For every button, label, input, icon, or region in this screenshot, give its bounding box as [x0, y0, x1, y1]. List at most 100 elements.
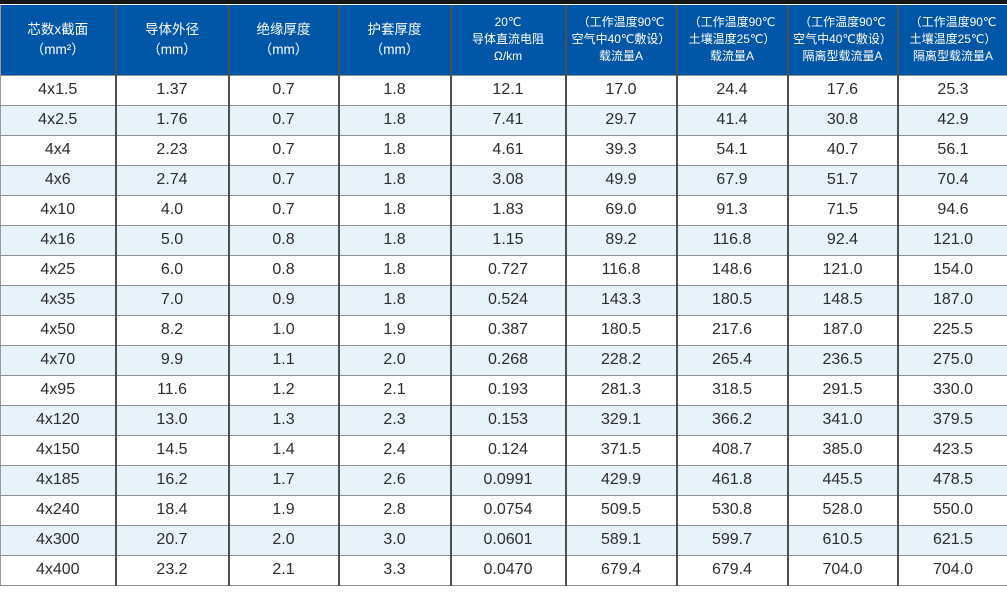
table-row: 4x400 23.2 2.1 3.3 0.0470 679.4 679.4 704.0 704.… — [0, 555, 1007, 585]
top-divider-bar — [0, 0, 1007, 4]
cell-dc-resistance: 0.0470 — [449, 555, 566, 585]
cell-spec: 4x2.5 — [38, 111, 78, 128]
cell-insulation-thickness: 1.4 — [227, 435, 339, 465]
cell-conductor-od: 2.74 — [114, 165, 229, 195]
cell-sheath-thickness: 3.3 — [337, 555, 451, 585]
cell-insulation-thickness: 1.0 — [227, 315, 339, 345]
cell-dc-resistance: 0.153 — [449, 405, 566, 435]
table-row: 4x6 2.74 0.7 1.8 3.08 49.9 67.9 51.7 70.4 — [0, 165, 1007, 195]
cell-sheath-thickness: 2.1 — [337, 375, 451, 405]
cell-conductor-od: 16.2 — [114, 465, 229, 495]
cell-conductor-od: 5.0 — [114, 225, 229, 255]
table-row: 4x2.5 1.76 0.7 1.8 7.41 29.7 41.4 30.8 42.9 — [0, 105, 1007, 135]
cell-isolated-ampacity-air: 528.0 — [786, 495, 898, 525]
cell-sheath-thickness: 2.4 — [337, 435, 451, 465]
cell-dc-resistance: 12.1 — [449, 75, 566, 105]
cell-sheath-thickness: 1.8 — [337, 165, 451, 195]
cell-isolated-ampacity-air: 71.5 — [786, 195, 898, 225]
cell-sheath-thickness: 1.8 — [337, 135, 451, 165]
cell-dc-resistance: 0.193 — [449, 375, 566, 405]
cell-insulation-thickness: 2.1 — [227, 555, 339, 585]
cell-conductor-od: 20.7 — [114, 525, 229, 555]
cell-ampacity-soil: 599.7 — [675, 525, 788, 555]
cell-insulation-thickness: 0.7 — [227, 135, 339, 165]
cell-spec: 4x400 — [35, 561, 80, 578]
cell-isolated-ampacity-soil: 550.0 — [896, 495, 1007, 525]
col-header-spec: 芯数x截面 （mm²） — [0, 5, 116, 75]
cable-spec-table: 芯数x截面 （mm²） 导体外径 （mm） 绝缘厚度 （mm） 护套厚度 （mm） 20℃ 导体直… — [0, 5, 1007, 586]
cell-ampacity-air: 17.0 — [564, 75, 677, 105]
cell-dc-resistance: 0.0601 — [449, 525, 566, 555]
cell-sheath-thickness: 1.8 — [337, 255, 451, 285]
cell-sheath-thickness: 3.0 — [337, 525, 451, 555]
cell-isolated-ampacity-air: 704.0 — [786, 555, 898, 585]
cell-ampacity-soil: 41.4 — [675, 105, 788, 135]
cell-ampacity-soil: 180.5 — [675, 285, 788, 315]
cell-dc-resistance: 0.124 — [449, 435, 566, 465]
cell-ampacity-soil: 679.4 — [675, 555, 788, 585]
cell-dc-resistance: 0.0754 — [449, 495, 566, 525]
cell-spec: 4x95 — [40, 381, 76, 398]
table-row: 4x25 6.0 0.8 1.8 0.727 116.8 148.6 121.0 154.0 — [0, 255, 1007, 285]
col-header-ampacity-soil: （工作温度90℃ 土壤温度25℃） 载流量A — [675, 5, 788, 75]
cell-spec: 4x16 — [40, 231, 76, 248]
cell-isolated-ampacity-soil: 56.1 — [896, 135, 1007, 165]
cell-spec: 4x150 — [35, 441, 80, 458]
table-row: 4x185 16.2 1.7 2.6 0.0991 429.9 461.8 445.5 478.… — [0, 465, 1007, 495]
cell-conductor-od: 6.0 — [114, 255, 229, 285]
cell-conductor-od: 2.23 — [114, 135, 229, 165]
cell-ampacity-air: 429.9 — [564, 465, 677, 495]
cell-ampacity-air: 281.3 — [564, 375, 677, 405]
cell-dc-resistance: 0.268 — [449, 345, 566, 375]
cell-sheath-thickness: 2.0 — [337, 345, 451, 375]
cell-insulation-thickness: 0.7 — [227, 195, 339, 225]
cell-insulation-thickness: 0.7 — [227, 105, 339, 135]
cell-isolated-ampacity-soil: 704.0 — [896, 555, 1007, 585]
cell-spec: 4x10 — [40, 201, 76, 218]
cell-ampacity-soil: 148.6 — [675, 255, 788, 285]
cell-ampacity-air: 509.5 — [564, 495, 677, 525]
cell-isolated-ampacity-air: 121.0 — [786, 255, 898, 285]
cell-sheath-thickness: 2.6 — [337, 465, 451, 495]
cell-isolated-ampacity-soil: 154.0 — [896, 255, 1007, 285]
header-row: 芯数x截面 （mm²） 导体外径 （mm） 绝缘厚度 （mm） 护套厚度 （mm） 20℃ 导体直… — [0, 5, 1007, 75]
cell-spec: 4x300 — [35, 531, 80, 548]
cell-ampacity-air: 329.1 — [564, 405, 677, 435]
cell-ampacity-soil: 91.3 — [675, 195, 788, 225]
cell-conductor-od: 1.37 — [114, 75, 229, 105]
cell-insulation-thickness: 1.2 — [227, 375, 339, 405]
cell-conductor-od: 18.4 — [114, 495, 229, 525]
cell-ampacity-air: 49.9 — [564, 165, 677, 195]
cell-conductor-od: 23.2 — [114, 555, 229, 585]
cell-ampacity-air: 89.2 — [564, 225, 677, 255]
cell-dc-resistance: 0.727 — [449, 255, 566, 285]
cell-sheath-thickness: 1.8 — [337, 195, 451, 225]
cell-insulation-thickness: 1.9 — [227, 495, 339, 525]
cell-isolated-ampacity-soil: 423.5 — [896, 435, 1007, 465]
cell-isolated-ampacity-air: 187.0 — [786, 315, 898, 345]
cell-ampacity-air: 39.3 — [564, 135, 677, 165]
cell-isolated-ampacity-air: 148.5 — [786, 285, 898, 315]
cell-isolated-ampacity-air: 291.5 — [786, 375, 898, 405]
cell-ampacity-soil: 366.2 — [675, 405, 788, 435]
cell-isolated-ampacity-soil: 621.5 — [896, 525, 1007, 555]
cell-isolated-ampacity-air: 341.0 — [786, 405, 898, 435]
cell-conductor-od: 4.0 — [114, 195, 229, 225]
col-header-isolated-ampacity-soil: （工作温度90℃ 土壤温度25℃） 隔离型载流量A — [896, 5, 1007, 75]
col-header-sheath-thickness: 护套厚度 （mm） — [337, 5, 451, 75]
cell-isolated-ampacity-air: 385.0 — [786, 435, 898, 465]
cell-insulation-thickness: 1.3 — [227, 405, 339, 435]
cell-spec: 4x120 — [35, 411, 80, 428]
cell-conductor-od: 9.9 — [114, 345, 229, 375]
cell-spec: 4x25 — [40, 261, 76, 278]
cell-ampacity-soil: 265.4 — [675, 345, 788, 375]
table-row: 4x10 4.0 0.7 1.8 1.83 69.0 91.3 71.5 94.6 — [0, 195, 1007, 225]
col-header-insulation-thickness: 绝缘厚度 （mm） — [227, 5, 339, 75]
cell-ampacity-soil: 54.1 — [675, 135, 788, 165]
cell-isolated-ampacity-soil: 275.0 — [896, 345, 1007, 375]
cell-ampacity-soil: 530.8 — [675, 495, 788, 525]
cell-isolated-ampacity-soil: 70.4 — [896, 165, 1007, 195]
cell-ampacity-soil: 67.9 — [675, 165, 788, 195]
table-row: 4x95 11.6 1.2 2.1 0.193 281.3 318.5 291.5 330.0 — [0, 375, 1007, 405]
cell-sheath-thickness: 1.8 — [337, 75, 451, 105]
